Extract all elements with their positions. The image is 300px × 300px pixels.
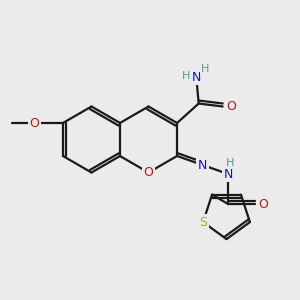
Text: O: O <box>29 116 39 130</box>
Text: N: N <box>224 167 233 181</box>
Text: H: H <box>225 158 234 168</box>
Text: N: N <box>198 158 207 172</box>
Text: H: H <box>182 70 190 81</box>
Text: S: S <box>199 216 207 229</box>
Text: H: H <box>201 64 209 74</box>
Text: O: O <box>259 197 269 211</box>
Text: N: N <box>192 70 201 84</box>
Text: O: O <box>144 166 153 179</box>
Text: O: O <box>226 100 236 113</box>
